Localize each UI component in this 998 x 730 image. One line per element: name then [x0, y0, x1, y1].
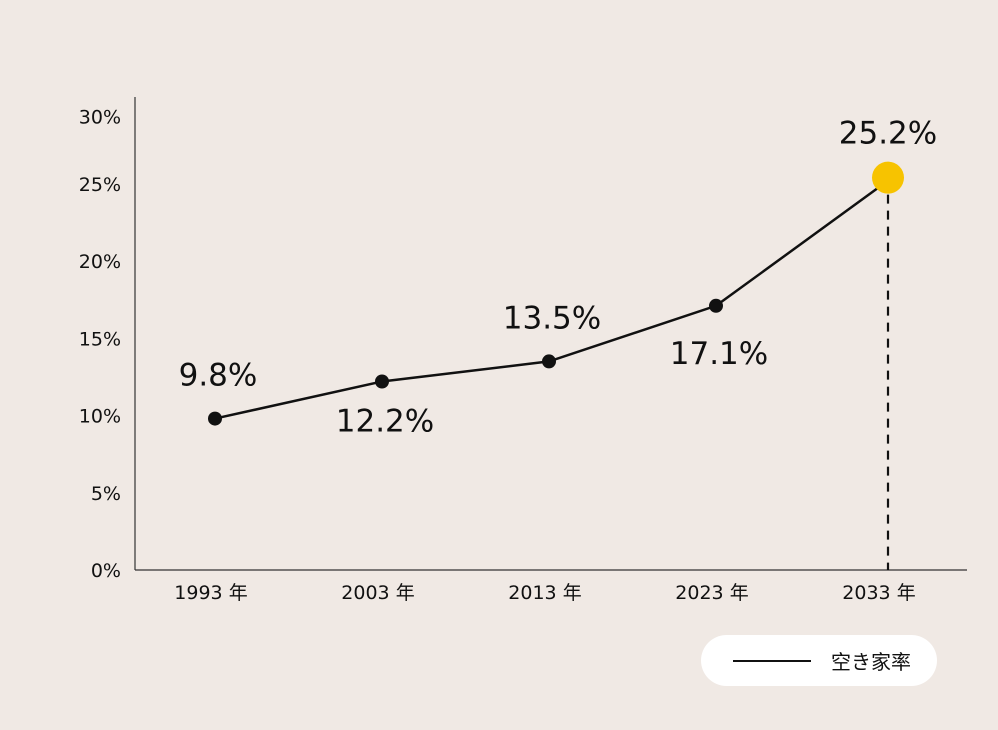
- data-points: [208, 161, 904, 426]
- y-tick-label: 20%: [79, 251, 121, 273]
- y-tick-labels: 0% 5% 10% 15% 20% 25% 30%: [79, 107, 121, 583]
- y-tick-label: 15%: [79, 328, 121, 350]
- x-tick-label: 2003 年: [341, 582, 414, 604]
- data-point: [208, 411, 222, 426]
- legend-line-swatch: [733, 659, 811, 662]
- data-point: [709, 298, 723, 313]
- y-tick-label: 10%: [79, 406, 121, 428]
- data-point: [542, 354, 556, 369]
- y-tick-label: 25%: [79, 174, 121, 196]
- data-labels: 9.8% 12.2% 13.5% 17.1% 25.2%: [179, 116, 938, 440]
- y-tick-label: 0%: [91, 560, 121, 582]
- y-tick-label: 30%: [79, 107, 121, 129]
- legend: 空き家率: [701, 635, 937, 686]
- x-tick-label: 2033 年: [842, 582, 915, 604]
- data-point: [375, 374, 389, 389]
- data-label: 13.5%: [503, 300, 601, 336]
- x-tick-label: 2013 年: [508, 582, 581, 604]
- x-tick-labels: 1993 年 2003 年 2013 年 2023 年 2033 年: [174, 582, 915, 604]
- data-label: 25.2%: [839, 116, 937, 152]
- legend-label: 空き家率: [831, 650, 911, 674]
- y-tick-label: 5%: [91, 483, 121, 505]
- axes: [134, 97, 967, 571]
- x-tick-label: 1993 年: [174, 582, 247, 604]
- data-label: 9.8%: [179, 358, 258, 394]
- data-point-highlight: [872, 161, 904, 194]
- data-label: 12.2%: [336, 404, 434, 440]
- x-tick-label: 2023 年: [675, 582, 748, 604]
- data-label: 17.1%: [670, 336, 768, 372]
